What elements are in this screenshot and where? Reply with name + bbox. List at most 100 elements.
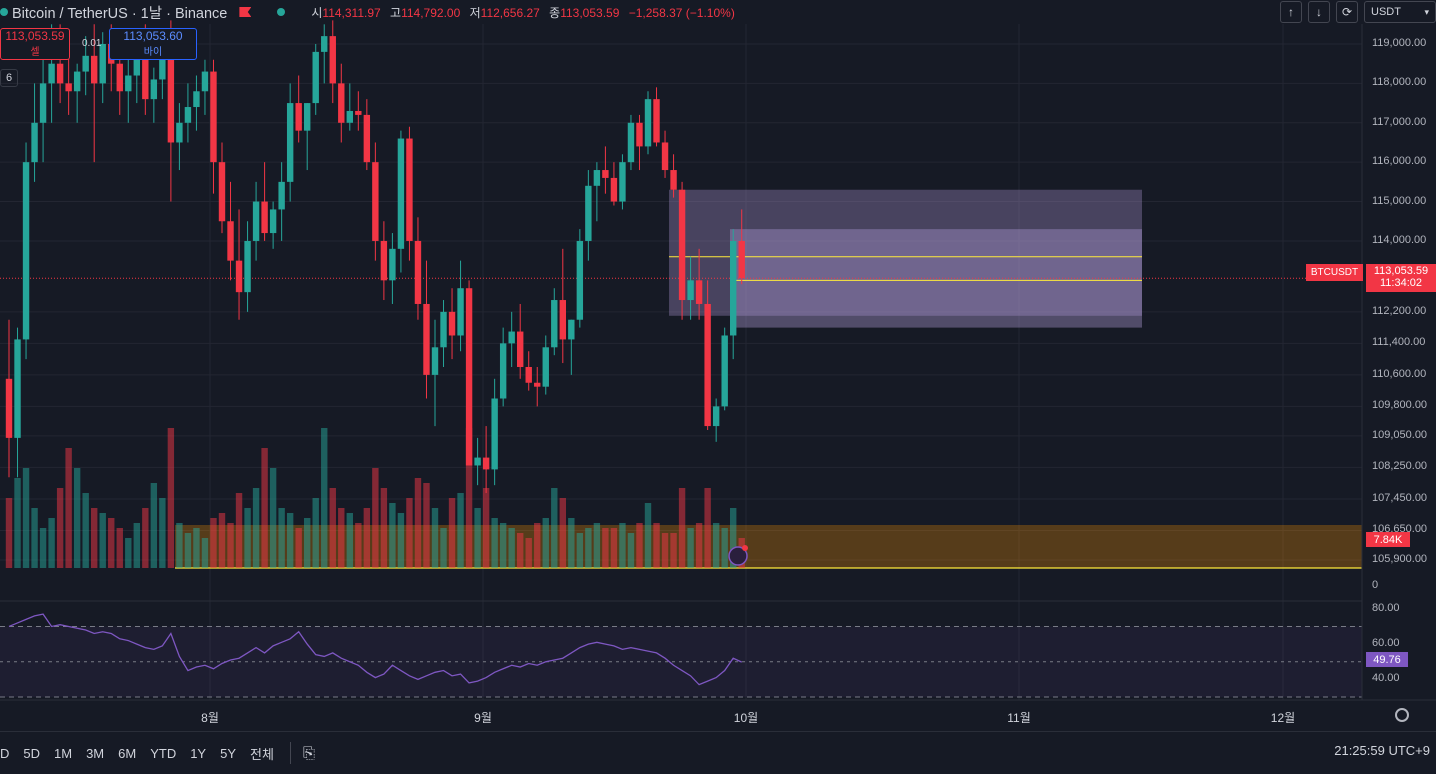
timeframe-2[interactable]: 1M bbox=[54, 745, 73, 761]
volume-bar bbox=[286, 513, 294, 568]
month-label: 9월 bbox=[474, 711, 492, 725]
current-price-tag: 113,053.59 11:34:02 bbox=[1366, 264, 1436, 292]
price-tick-label: 112,200.00 bbox=[1372, 304, 1427, 317]
axis-lines bbox=[0, 24, 1436, 701]
sell-label: 셀 bbox=[30, 47, 40, 58]
timeframe-1[interactable]: 5D bbox=[23, 745, 41, 761]
volume-bar bbox=[244, 508, 251, 568]
candle-body bbox=[397, 138, 405, 249]
candle-body bbox=[184, 107, 192, 123]
price-tick-label: 116,000.00 bbox=[1372, 155, 1427, 168]
candle-body bbox=[448, 311, 456, 336]
candle-body bbox=[559, 300, 566, 340]
sell-price: 113,053.59 bbox=[5, 29, 65, 43]
timeframe-3[interactable]: 3M bbox=[86, 745, 105, 761]
candle-body bbox=[721, 335, 728, 407]
volume-bar bbox=[31, 508, 38, 568]
candle-body bbox=[227, 221, 234, 261]
candle-body bbox=[414, 240, 422, 304]
volume-bar bbox=[56, 488, 64, 568]
reset-view-button[interactable]: ⟳ bbox=[1336, 1, 1358, 23]
candle-body bbox=[167, 51, 175, 143]
volume-bar bbox=[619, 523, 626, 568]
volume-bar bbox=[252, 488, 260, 568]
candle-body bbox=[48, 63, 55, 84]
rsi-value-tag: 49.76 bbox=[1366, 652, 1408, 667]
currency-select[interactable]: USDT ▾ bbox=[1364, 1, 1436, 23]
rsi-tick-label: 60.00 bbox=[1372, 637, 1400, 650]
candle-body bbox=[542, 347, 549, 387]
volume-bar bbox=[176, 523, 183, 568]
volume-bar bbox=[610, 528, 618, 568]
candle-body bbox=[312, 51, 319, 104]
price-tick-label: 105,900.00 bbox=[1372, 553, 1428, 565]
refresh-icon: ⟳ bbox=[1341, 5, 1353, 19]
candle-body bbox=[252, 201, 260, 241]
volume-bar bbox=[602, 528, 609, 568]
close-value: 113,053.59 bbox=[560, 5, 620, 20]
timeframe-6[interactable]: 1Y bbox=[190, 745, 207, 761]
volume-zone bbox=[175, 525, 1362, 568]
spread-value: 0.01 bbox=[82, 38, 102, 49]
candle-body bbox=[372, 162, 379, 241]
price-tick-label: 117,000.00 bbox=[1372, 115, 1427, 128]
sell-button[interactable]: 113,053.59 셀 bbox=[0, 28, 70, 60]
candles bbox=[5, 20, 748, 566]
volume-bar bbox=[593, 523, 601, 568]
candle-body bbox=[431, 347, 439, 375]
status-dot bbox=[277, 8, 286, 16]
open-label: 시 bbox=[311, 5, 323, 20]
candle-body bbox=[423, 303, 430, 375]
candle-body bbox=[244, 240, 251, 293]
gear-icon[interactable] bbox=[1395, 708, 1409, 722]
candle-body bbox=[730, 240, 737, 336]
candle-body bbox=[380, 240, 388, 281]
candle-body bbox=[99, 44, 106, 84]
indicator-count: 6 bbox=[5, 72, 13, 84]
candle-body bbox=[31, 122, 38, 163]
volume-bar bbox=[167, 428, 175, 568]
candle-body bbox=[363, 114, 371, 163]
candle-body bbox=[474, 457, 481, 466]
volume-bar bbox=[321, 428, 328, 568]
buy-button[interactable]: 113,053.60 바이 bbox=[109, 28, 197, 60]
candle-body bbox=[653, 99, 660, 143]
volume-bar bbox=[491, 518, 498, 568]
month-label: 12월 bbox=[1270, 711, 1296, 725]
candle-body bbox=[406, 138, 413, 241]
date-range-icon[interactable]: ⎘ bbox=[302, 744, 315, 762]
candle-body bbox=[65, 83, 72, 92]
price-tick-label: 109,800.00 bbox=[1372, 399, 1428, 412]
volume-bar bbox=[269, 468, 277, 568]
volume-bar bbox=[568, 518, 575, 568]
zone-upper bbox=[669, 189, 1142, 316]
symbol-title[interactable]: Bitcoin / TetherUS · 1날 · Binance bbox=[12, 5, 228, 22]
price-tick-label: 108,250.00 bbox=[1372, 460, 1428, 473]
timeframe-8[interactable]: 전체 bbox=[250, 746, 274, 762]
volume-bar bbox=[414, 478, 422, 568]
timeframe-bar: D 5D 1M 3M 6M YTD 1Y 5Y 전체 ⎘ 21:25:59 UTC+9 bbox=[0, 731, 1436, 774]
candle-body bbox=[457, 288, 464, 336]
volume-bar bbox=[653, 523, 660, 568]
indicator-toggle[interactable]: 6 bbox=[0, 69, 18, 87]
volume-bar bbox=[346, 513, 353, 568]
flag-icon[interactable] bbox=[239, 7, 252, 17]
candle-body bbox=[678, 189, 686, 301]
candle-body bbox=[440, 311, 447, 348]
scroll-up-button[interactable]: ↑ bbox=[1280, 1, 1302, 23]
bar-countdown: 11:34:02 bbox=[1379, 277, 1422, 289]
scroll-down-button[interactable]: ↓ bbox=[1308, 1, 1330, 23]
candle-body bbox=[465, 288, 473, 466]
timeframe-7[interactable]: 5Y bbox=[220, 745, 237, 761]
clock[interactable]: 21:25:59 UTC+9 bbox=[1334, 743, 1430, 758]
volume-bar bbox=[235, 493, 243, 568]
divider bbox=[289, 742, 291, 764]
timeframe-4[interactable]: 6M bbox=[118, 745, 137, 761]
rsi-panel bbox=[0, 600, 1362, 698]
candle-body bbox=[568, 319, 575, 340]
candle-body bbox=[304, 103, 311, 131]
volume-bar bbox=[142, 508, 149, 568]
timeframe-0[interactable]: D bbox=[0, 745, 10, 761]
timeframe-5[interactable]: YTD bbox=[150, 745, 177, 761]
